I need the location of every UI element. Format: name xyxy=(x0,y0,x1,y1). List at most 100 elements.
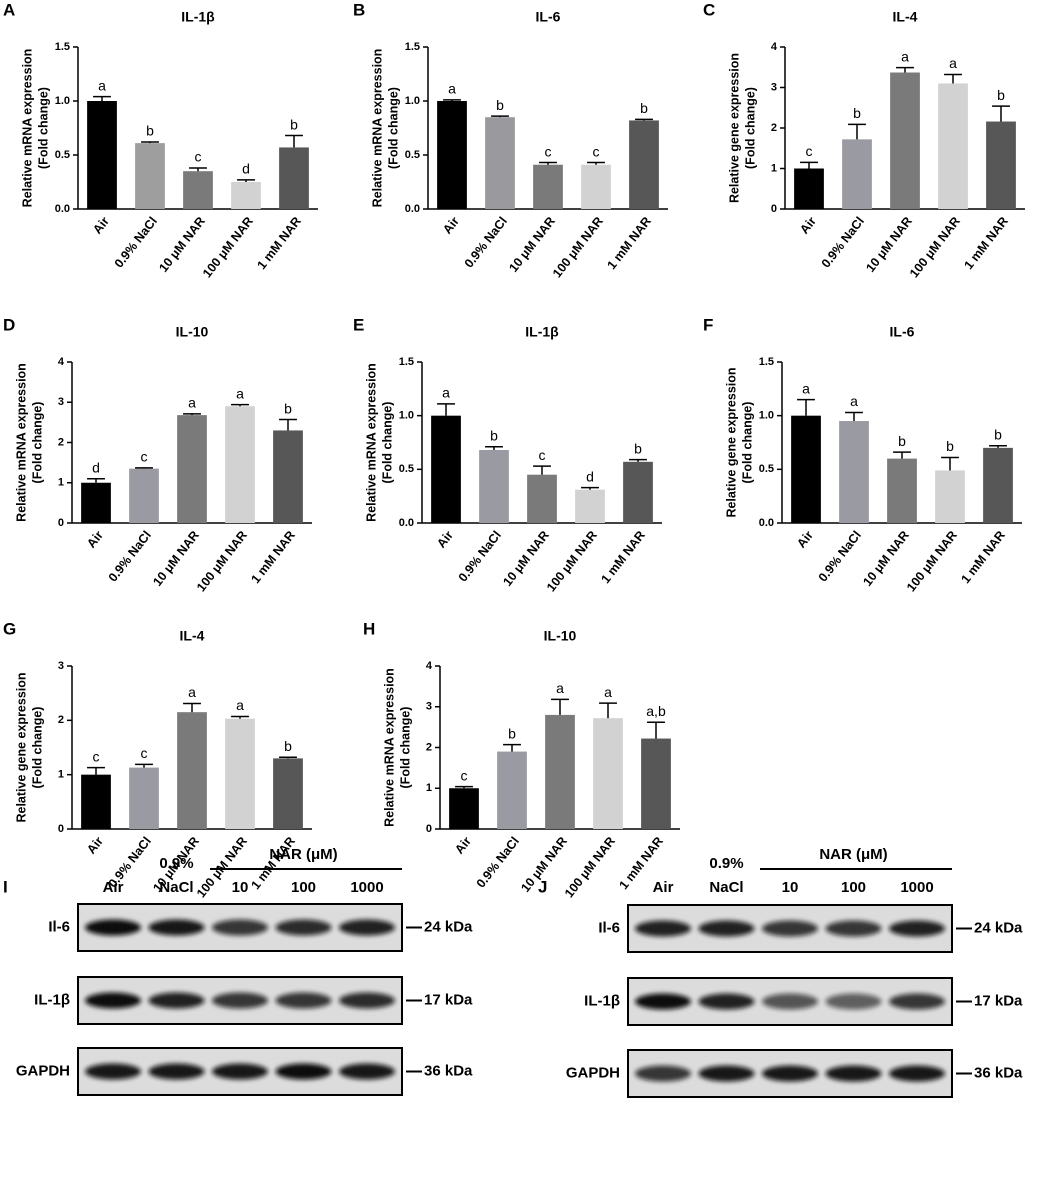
significance-letter: b xyxy=(146,123,154,139)
y-axis-label: Relative mRNA expression xyxy=(382,668,396,827)
x-tick-label: Air xyxy=(84,528,106,550)
y-tick-label: 1 xyxy=(771,162,777,174)
band xyxy=(212,992,268,1009)
error-bar xyxy=(893,451,911,459)
bar xyxy=(791,415,821,523)
significance-letter: a xyxy=(604,684,612,700)
significance-letter: a xyxy=(236,385,244,401)
bar xyxy=(177,712,207,829)
chart-title: IL-6 xyxy=(536,9,561,25)
y-tick-label: 1.5 xyxy=(759,356,774,368)
row-label: Il-6 xyxy=(598,919,620,936)
x-tick-label: 1 mM NAR xyxy=(961,214,1011,272)
y-axis-label: (Fold change) xyxy=(398,707,412,789)
lane-label: 1000 xyxy=(900,879,933,896)
significance-letter: b xyxy=(853,105,861,121)
bar-chart: B IL-6 Relative mRNA expression (Fold chang… xyxy=(353,0,668,280)
error-bar xyxy=(989,444,1007,448)
bar xyxy=(87,101,117,209)
bar xyxy=(279,147,309,209)
chart-title: IL-10 xyxy=(544,628,577,644)
lane-label: 0.9% xyxy=(159,855,193,872)
significance-letter: b xyxy=(997,87,1005,103)
row-label: Il-6 xyxy=(48,918,70,935)
row-label: IL-1β xyxy=(34,991,70,1008)
band xyxy=(889,920,945,937)
significance-letter: a xyxy=(556,680,564,696)
y-tick-label: 0.5 xyxy=(399,463,414,475)
bar-chart: C IL-4 Relative gene expression (Fold chang… xyxy=(703,0,1025,280)
error-bar xyxy=(135,467,153,469)
x-tick-label: Air xyxy=(794,528,816,550)
x-tick-label: 100 μM NAR xyxy=(904,528,960,594)
x-tick-label: 0.9% NaCl xyxy=(474,834,522,890)
error-bar xyxy=(539,161,557,165)
error-bar xyxy=(533,465,551,475)
bar xyxy=(497,751,527,829)
error-bar xyxy=(896,66,914,73)
y-tick-label: 3 xyxy=(58,660,64,672)
bar-chart: H IL-10 Relative mRNA expression (Fold chan… xyxy=(363,619,680,900)
significance-letter: b xyxy=(496,97,504,113)
significance-letter: a xyxy=(188,395,196,411)
size-label: 24 kDa xyxy=(424,918,473,935)
bar xyxy=(890,72,920,209)
significance-letter: b xyxy=(284,738,292,754)
band xyxy=(889,993,945,1010)
y-axis-label: Relative mRNA expression xyxy=(20,49,34,208)
error-bar xyxy=(443,99,461,101)
bar xyxy=(527,474,557,523)
lane-label: Air xyxy=(103,879,124,896)
bar xyxy=(437,101,467,209)
significance-letter: b xyxy=(284,400,292,416)
y-tick-label: 0 xyxy=(58,823,64,835)
lane-label: 100 xyxy=(291,879,316,896)
bar xyxy=(225,406,255,523)
error-bar xyxy=(941,456,959,471)
band xyxy=(148,1063,205,1080)
x-tick-label: 1 mM NAR xyxy=(598,528,648,586)
bar xyxy=(129,468,159,523)
significance-letter: a xyxy=(850,393,858,409)
x-tick-label: 0.9% NaCl xyxy=(112,214,160,270)
y-tick-label: 1.5 xyxy=(55,41,70,53)
y-tick-label: 2 xyxy=(771,122,777,134)
y-axis-label: Relative gene expression xyxy=(724,367,738,517)
y-tick-label: 1.0 xyxy=(55,95,70,107)
x-tick-label: Air xyxy=(434,528,456,550)
bar xyxy=(983,447,1013,523)
significance-letter: c xyxy=(141,745,148,761)
error-bar xyxy=(231,715,249,719)
bar-chart: A IL-1β Relative mRNA expression (Fold chan… xyxy=(3,0,318,280)
band xyxy=(212,1063,268,1080)
y-tick-label: 3 xyxy=(771,81,777,93)
x-tick-label: 10 μM NAR xyxy=(860,528,912,589)
significance-letter: d xyxy=(242,161,250,177)
error-bar xyxy=(485,446,503,451)
band xyxy=(148,992,205,1009)
y-axis-label: (Fold change) xyxy=(36,87,50,169)
western-blot: I Air 0.9% NaCl 10 100 1000 NAR (μM) Il-6 24 kDa I… xyxy=(3,846,473,1096)
bar xyxy=(449,788,479,829)
panel-label: G xyxy=(3,619,16,638)
bar xyxy=(938,83,968,209)
y-tick-label: 0 xyxy=(771,203,777,215)
bar xyxy=(887,458,917,523)
row-label: GAPDH xyxy=(566,1064,620,1081)
row-label: IL-1β xyxy=(584,992,620,1009)
error-bar xyxy=(141,141,159,144)
error-bar xyxy=(285,134,303,148)
y-tick-label: 4 xyxy=(771,41,778,53)
chart-title: IL-6 xyxy=(890,324,915,340)
x-tick-label: 0.9% NaCl xyxy=(462,214,510,270)
chart-title: IL-4 xyxy=(180,628,205,644)
error-bar xyxy=(135,763,153,768)
y-axis-label: (Fold change) xyxy=(386,87,400,169)
x-tick-label: 10 μM NAR xyxy=(506,214,558,275)
panel-label: F xyxy=(703,315,713,334)
error-bar xyxy=(551,698,569,715)
lane-label: 10 xyxy=(232,879,249,896)
y-tick-label: 1.0 xyxy=(399,410,414,422)
bar-chart: F IL-6 Relative gene expression (Fold chang… xyxy=(703,315,1022,594)
bar-chart: G IL-4 Relative gene expression (Fold chang… xyxy=(3,619,312,900)
